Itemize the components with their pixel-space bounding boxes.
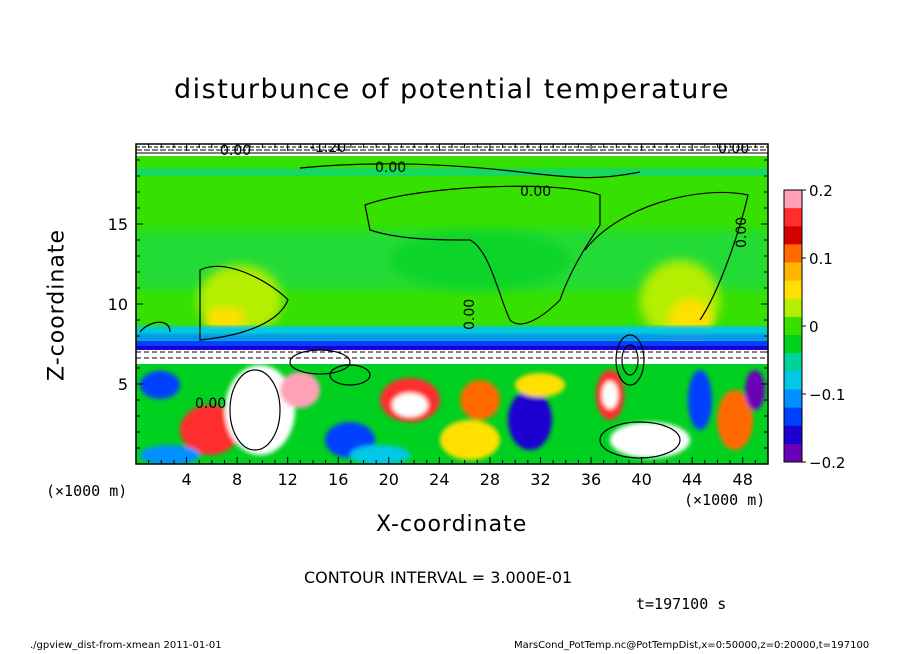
y-axis: 5 10 15 — [108, 143, 768, 465]
contour-label-group: 0.00 0.00 0.00 0.00 0.00 -1.20 0.00 0.00 — [195, 140, 750, 412]
colorbar-swatch — [784, 443, 802, 463]
y-tick-label: 5 — [118, 375, 128, 394]
colorbar-label: 0.1 — [809, 250, 833, 268]
x-axis-label: X-coordinate — [376, 512, 528, 537]
x-tick-label: 24 — [429, 470, 449, 489]
contour-label: 0.00 — [520, 184, 551, 200]
contour-lines — [139, 163, 749, 341]
contour-label: 0.00 — [718, 141, 749, 157]
y-tick-label: 15 — [108, 215, 128, 234]
chart-title: disturbunce of potential temperature — [174, 74, 730, 105]
colorbar-swatch — [784, 407, 802, 427]
colorbar-swatch — [784, 389, 802, 409]
colorbar-label: −0.2 — [809, 454, 845, 472]
contour-label: 0.00 — [375, 160, 406, 176]
colorbar-swatch — [784, 335, 802, 354]
time-stamp: t=197100 s — [636, 595, 727, 613]
colorbar-label: −0.1 — [809, 386, 845, 404]
colorbar-label: 0.2 — [809, 182, 833, 200]
colorbar: 0.2 0.1 0 −0.1 −0.2 — [783, 182, 845, 472]
heatmap-field: 0.00 0.00 0.00 0.00 0.00 -1.20 0.00 0.00 — [136, 140, 768, 464]
colorbar-swatch — [784, 280, 802, 300]
colorbar-swatch — [784, 244, 802, 264]
contour-label: 0.00 — [734, 217, 750, 248]
colorbar-swatch — [784, 208, 802, 227]
colorbar-swatch — [784, 190, 802, 209]
colorbar-swatch — [784, 371, 802, 390]
contour-label: 0.00 — [220, 143, 251, 159]
x-tick-label: 20 — [379, 470, 399, 489]
footer-right: MarsCond_PotTemp.nc@PotTempDist,x=0:5000… — [514, 640, 870, 651]
colorbar-swatch — [784, 316, 802, 336]
x-tick-label: 48 — [733, 470, 753, 489]
colorbar-swatch — [784, 226, 802, 245]
contour-label: 0.00 — [195, 396, 226, 412]
colorbar-label: 0 — [809, 318, 819, 336]
colorbar-swatch — [784, 298, 802, 318]
x-tick-label: 16 — [328, 470, 348, 489]
x-axis: 4 8 12 16 20 24 28 32 36 40 44 48 — [135, 144, 769, 489]
footer-left: ./gpview_dist-from-xmean 2011-01-01 — [30, 640, 222, 651]
x-tick-label: 32 — [530, 470, 550, 489]
contour-interval-text: CONTOUR INTERVAL = 3.000E-01 — [304, 568, 573, 587]
x-tick-label: 36 — [581, 470, 601, 489]
x-tick-label: 40 — [631, 470, 651, 489]
x-tick-label: 28 — [480, 470, 500, 489]
colorbar-swatch — [784, 425, 802, 445]
y-axis-label: Z-coordinate — [44, 229, 70, 381]
contour-label: -1.20 — [310, 140, 346, 156]
colorbar-swatch — [784, 353, 802, 372]
x-tick-label: 8 — [232, 470, 242, 489]
y-tick-label: 10 — [108, 295, 128, 314]
colorbar-swatch — [784, 262, 802, 282]
x-unit-label-left: (×1000 m) — [46, 482, 128, 500]
x-tick-label: 44 — [682, 470, 702, 489]
x-unit-label-right: (×1000 m) — [684, 491, 766, 509]
contour-label: 0.00 — [462, 299, 478, 330]
x-tick-label: 4 — [181, 470, 191, 489]
x-tick-label: 12 — [278, 470, 298, 489]
